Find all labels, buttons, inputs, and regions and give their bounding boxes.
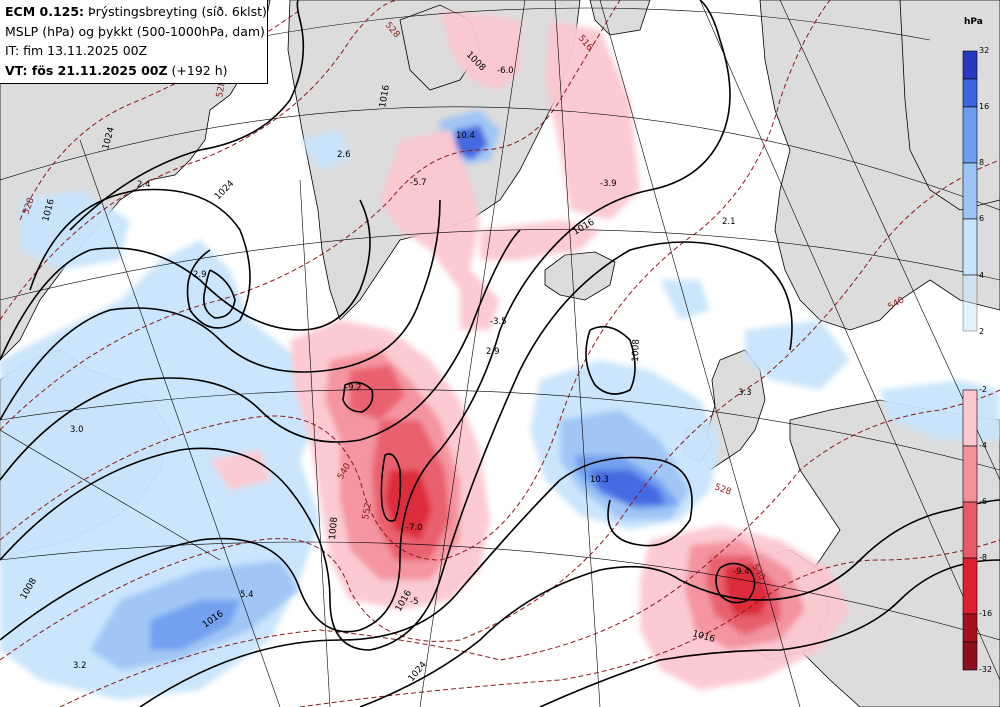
- legend-label: 6: [979, 214, 985, 223]
- legend-unit: hPa: [964, 17, 983, 27]
- change-value: 5.4: [240, 590, 254, 600]
- legend-label: -16: [979, 609, 993, 618]
- change-value-labels: -6.0 10.4 -5.7 2.6 2.4 2.9 -3.9 2.1 -3.5…: [70, 66, 752, 671]
- legend-label: -2: [979, 385, 987, 394]
- legend-label: 2: [979, 327, 985, 336]
- change-value: 3.0: [70, 425, 84, 435]
- change-value: -3.5: [490, 317, 507, 327]
- forecast-hour: (+192 h): [167, 62, 228, 78]
- change-value: -7.0: [406, 523, 423, 533]
- change-value: -5: [410, 597, 418, 607]
- product-name: Þrýstingsbreyting (síð. 6klst): [84, 4, 267, 19]
- map-header: ECM 0.125: Þrýstingsbreyting (síð. 6klst…: [0, 0, 268, 84]
- header-line-2: MSLP (hPa) og þykkt (500-1000hPa, dam): [5, 23, 265, 39]
- legend-label: 16: [979, 102, 990, 111]
- change-value: 10.3: [590, 475, 609, 485]
- change-value: 2.9: [193, 270, 207, 280]
- isobar-label: 1016: [378, 84, 392, 109]
- legend-label: -32: [979, 665, 993, 674]
- land-iceland: [544, 251, 616, 301]
- isobar-label: 1008: [631, 339, 642, 363]
- legend-label: 32: [979, 46, 990, 55]
- change-value: 10.4: [456, 131, 475, 141]
- change-value: 2.1: [722, 217, 736, 227]
- change-value: -6.0: [497, 66, 514, 76]
- legend-label: 4: [979, 271, 985, 280]
- header-line-1: ECM 0.125: Þrýstingsbreyting (síð. 6klst…: [5, 2, 267, 22]
- init-time: IT: fim 13.11.2025 00Z: [5, 43, 148, 58]
- valid-time: VT: fös 21.11.2025 00Z: [5, 62, 168, 78]
- change-value: 3.3: [738, 388, 752, 398]
- isobar-label: 1008: [328, 516, 340, 540]
- legend-label: -6: [979, 497, 987, 506]
- legend-label: 8: [979, 158, 985, 167]
- pressure-change-shading: [0, 10, 1000, 700]
- change-value: 2.6: [337, 150, 351, 160]
- change-value: -3.9: [600, 179, 617, 189]
- thickness-label: 528: [215, 80, 228, 99]
- legend-positive-bar: [962, 50, 978, 332]
- legend-label: -4: [979, 441, 987, 450]
- change-value: 2.4: [137, 180, 151, 190]
- change-value: -9.2: [345, 383, 362, 393]
- change-value: -9.4: [733, 567, 750, 577]
- change-value: 3.2: [73, 661, 87, 671]
- change-value: 2.9: [486, 347, 500, 357]
- legend-negative-bar: [962, 389, 978, 671]
- header-line-4: VT: fös 21.11.2025 00Z (+192 h): [5, 61, 267, 81]
- legend-label: -8: [979, 553, 987, 562]
- negative-change-areas: [210, 10, 850, 690]
- change-value: -5.7: [410, 178, 427, 188]
- thickness-label: 552: [361, 502, 374, 521]
- model-name: ECM 0.125:: [5, 4, 85, 19]
